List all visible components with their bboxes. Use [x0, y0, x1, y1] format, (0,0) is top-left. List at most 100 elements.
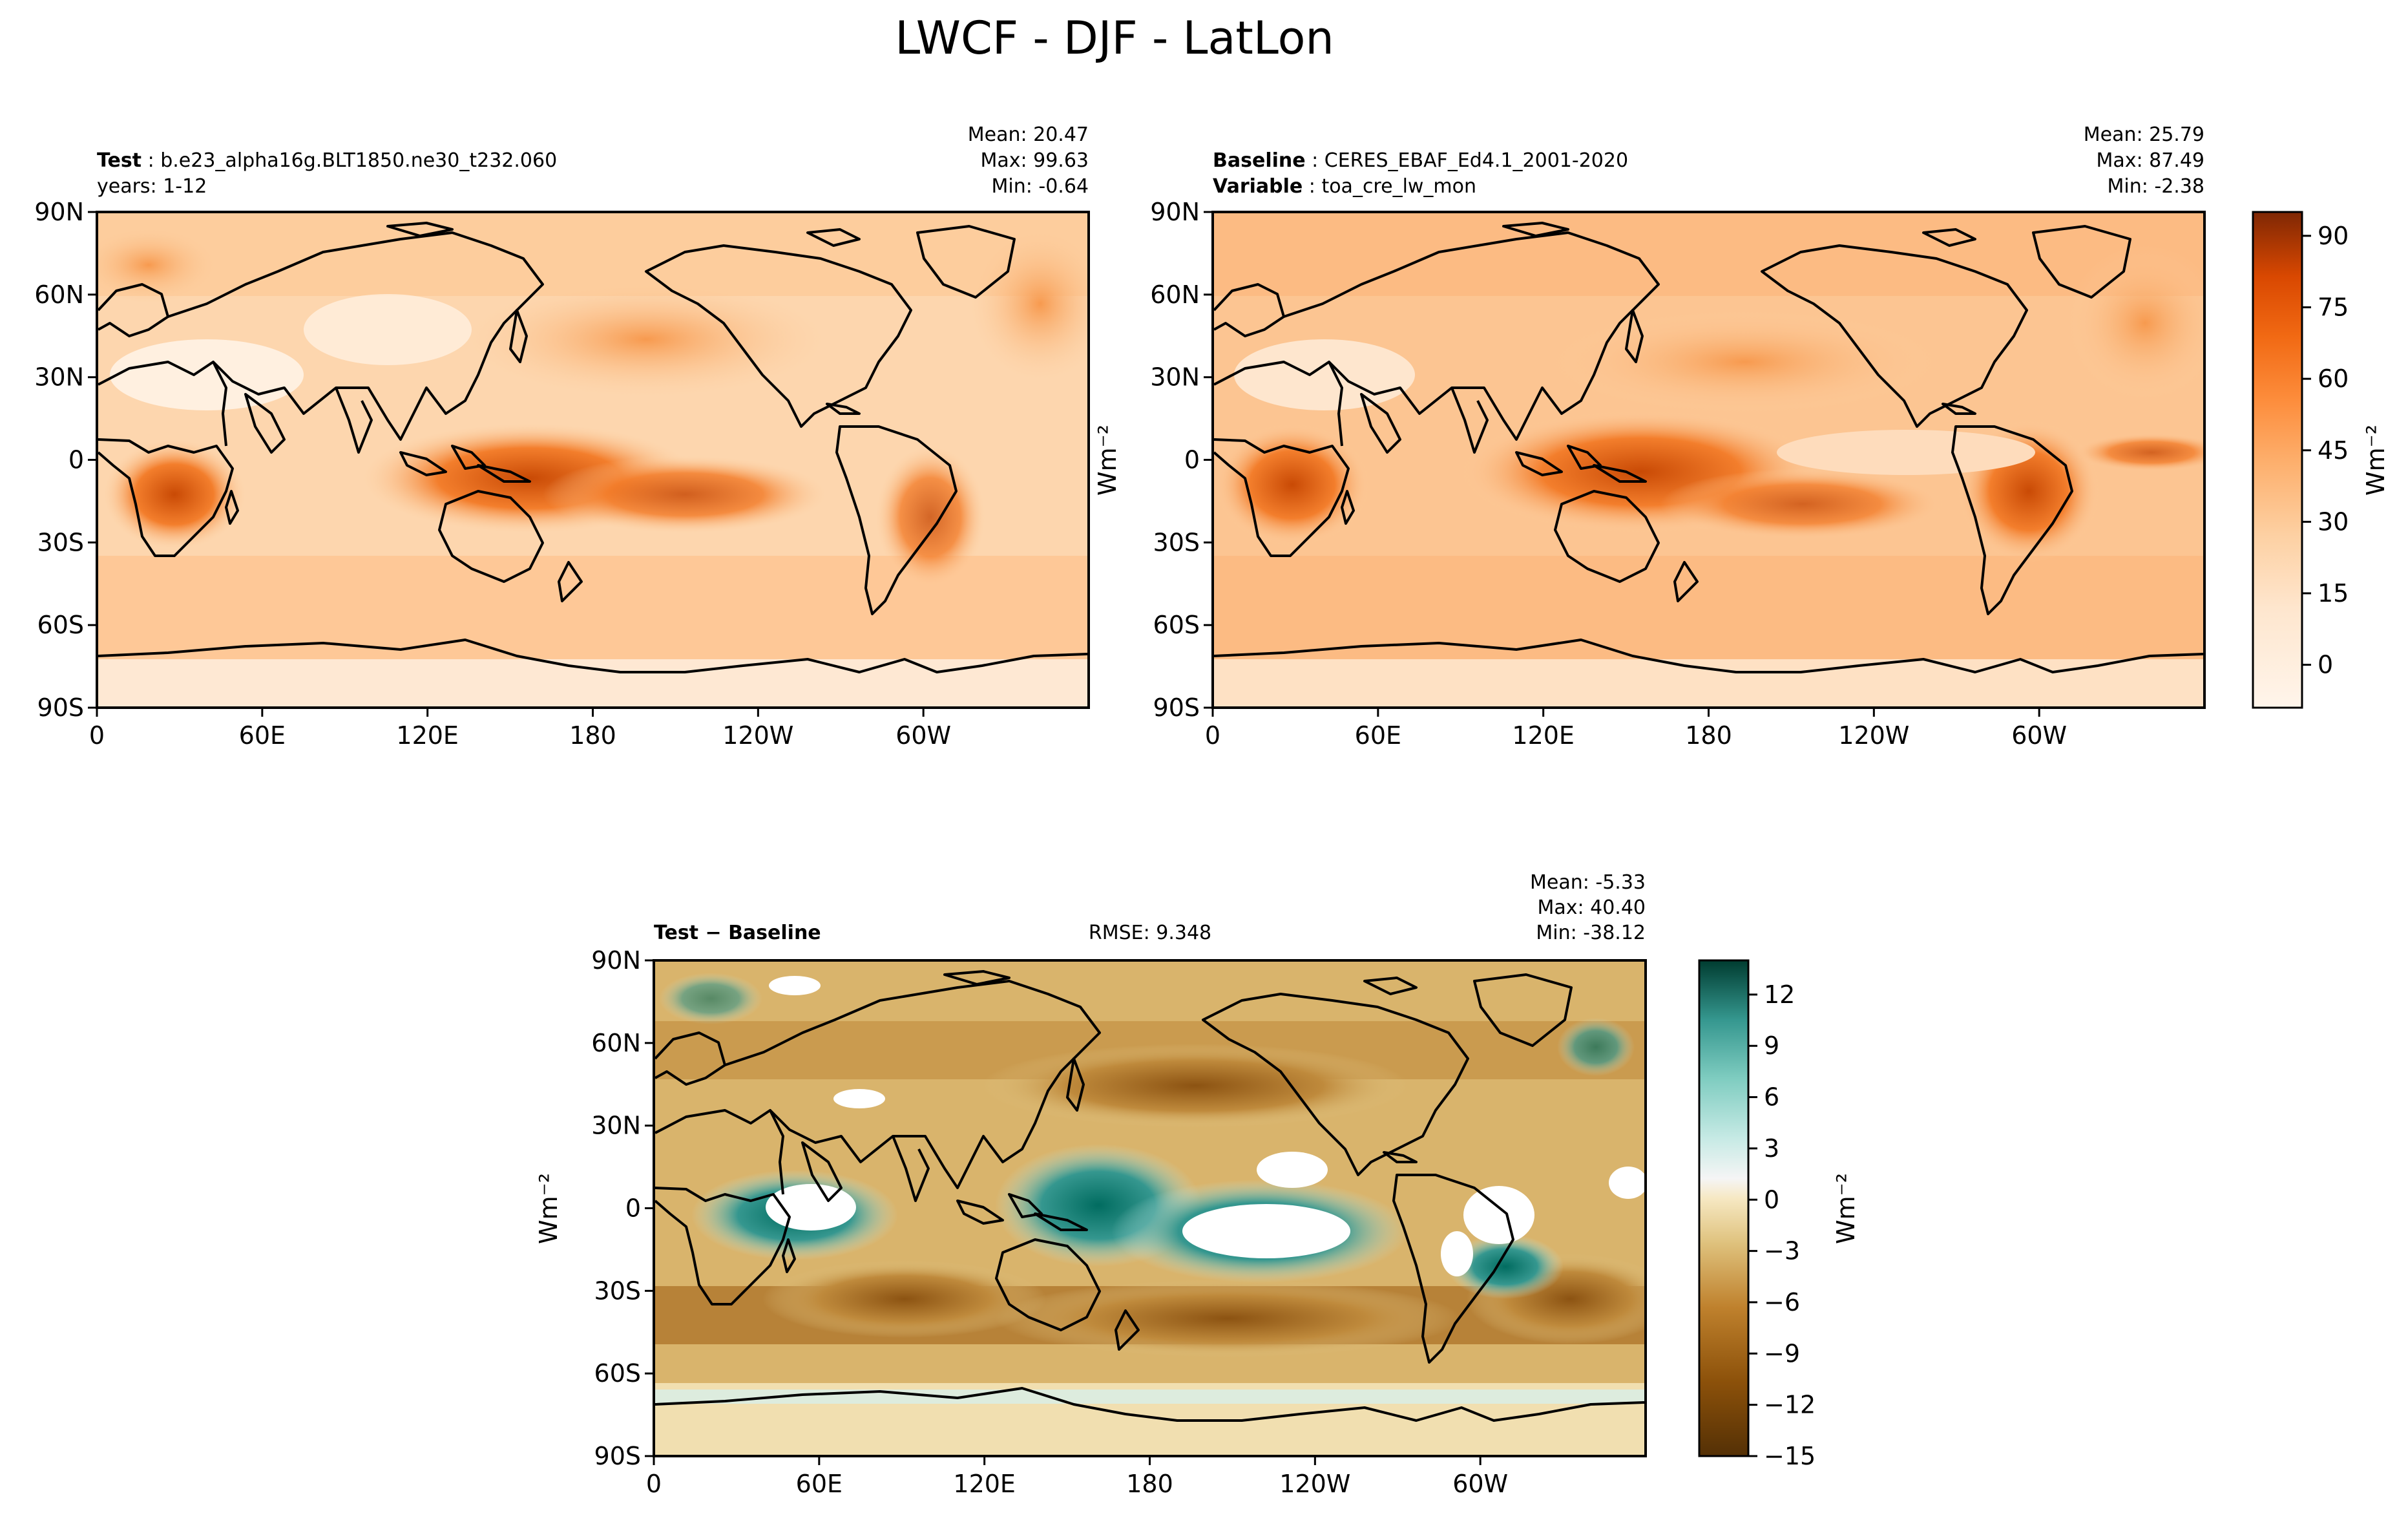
x-tick-label: 120W — [1838, 721, 1909, 750]
baseline-mean: Mean: 25.79 — [2084, 123, 2204, 146]
difference-max: Max: 40.40 — [1537, 896, 1646, 919]
x-tick-label: 0 — [89, 721, 105, 750]
x-tick-label: 180 — [1685, 721, 1732, 750]
y-tick-label: 0 — [1184, 446, 1200, 474]
colorbar-brbg-label: Wm⁻² — [1832, 1173, 1860, 1244]
baseline-label-value: CERES_EBAF_Ed4.1_2001-2020 — [1324, 149, 1628, 172]
colorbar-tick-label: 45 — [2318, 436, 2349, 465]
baseline-ylabel: Wm⁻² — [1093, 425, 1122, 496]
colorbar-brbg-fill — [1699, 960, 1748, 1456]
test-sahara-dry — [110, 339, 304, 410]
colorbar-oranges-ticks: 0 15 30 45 60 75 90 — [2302, 222, 2349, 679]
colorbar-tick-label: −9 — [1764, 1339, 1800, 1368]
y-tick-label: 30S — [594, 1276, 641, 1305]
test-spcz — [543, 456, 827, 533]
figure-title: LWCF - DJF - LatLon — [895, 12, 1334, 65]
test-amazon-max — [875, 446, 985, 588]
test-min: Min: -0.64 — [992, 175, 1089, 198]
difference-brown-indian — [762, 1260, 1047, 1338]
difference-y-ticks: 90N 60N 30N 0 30S 60S 90S — [591, 946, 654, 1470]
test-band-antarctic — [97, 659, 1089, 708]
difference-min: Min: -38.12 — [1536, 922, 1646, 944]
colorbar-tick-label: 0 — [1764, 1185, 1779, 1214]
baseline-east-pacific-dry — [1777, 430, 2035, 475]
difference-white-siberia — [833, 1089, 885, 1108]
x-tick-label: 120E — [953, 1470, 1016, 1498]
colorbar-tick-label: 60 — [2318, 365, 2349, 393]
colorbar-oranges-fill — [2253, 212, 2302, 708]
y-tick-label: 60N — [591, 1029, 641, 1057]
test-north-atlantic — [969, 226, 1089, 381]
difference-teal-brazil — [1447, 1234, 1564, 1299]
colorbar-tick-label: 3 — [1764, 1134, 1779, 1163]
difference-white-amazon — [1463, 1186, 1534, 1244]
test-label-sep: : — [141, 149, 160, 172]
colorbar-tick-label: 30 — [2318, 507, 2349, 536]
variable-label-key: Variable — [1213, 175, 1303, 198]
panel-baseline: Baseline : CERES_EBAF_Ed4.1_2001-2020 Va… — [1093, 123, 2390, 750]
difference-teal-greenland-sea — [659, 973, 762, 1024]
test-years: years: 1-12 — [97, 175, 207, 198]
difference-band-subantarctic — [654, 1390, 1646, 1404]
y-tick-label: 60S — [37, 611, 84, 639]
difference-label-sep: − — [698, 922, 728, 944]
y-tick-label: 90S — [37, 693, 84, 722]
baseline-north-atlantic — [2068, 246, 2204, 401]
colorbar-tick-label: 75 — [2318, 293, 2349, 322]
difference-x-ticks: 0 60E 120E 180 120W 60W — [646, 1456, 1508, 1498]
baseline-label-sep: : — [1306, 149, 1324, 172]
x-tick-label: 0 — [646, 1470, 662, 1498]
colorbar-brbg: −15 −12 −9 −6 −3 0 3 6 9 12 Wm⁻² — [1698, 959, 1860, 1470]
colorbar-tick-label: 9 — [1764, 1031, 1779, 1060]
y-tick-label: 60N — [1150, 280, 1200, 309]
test-iceland — [97, 226, 220, 304]
y-tick-label: 60S — [594, 1359, 641, 1388]
test-north-pacific — [465, 281, 827, 397]
colorbar-tick-label: 15 — [2318, 579, 2349, 608]
colorbar-tick-label: 0 — [2318, 651, 2333, 679]
difference-map — [654, 960, 1646, 1456]
difference-brown-north-pacific — [982, 1044, 1408, 1128]
test-max: Max: 99.63 — [980, 149, 1089, 172]
baseline-itcz-atlantic — [2074, 433, 2204, 472]
test-label-value: b.e23_alpha16g.BLT1850.ne30_t232.060 — [160, 149, 557, 172]
baseline-y-ticks: 90N 60N 30N 0 30S 60S 90S — [1150, 198, 1213, 722]
test-label: Test : b.e23_alpha16g.BLT1850.ne30_t232.… — [97, 149, 557, 172]
test-label-key: Test — [97, 149, 141, 172]
x-tick-label: 60E — [796, 1470, 843, 1498]
y-tick-label: 90N — [1150, 198, 1200, 226]
y-tick-label: 90S — [1153, 693, 1200, 722]
baseline-band-south — [1213, 556, 2204, 659]
x-tick-label: 60E — [1355, 721, 1401, 750]
y-tick-label: 60N — [34, 280, 84, 309]
difference-label-key2: Baseline — [728, 922, 821, 944]
x-tick-label: 120W — [1279, 1470, 1350, 1498]
colorbar-tick-label: −3 — [1764, 1237, 1800, 1265]
test-x-ticks: 0 60E 120E 180 120W 60W — [89, 708, 951, 750]
difference-label: Test − Baseline — [654, 922, 821, 944]
test-mean: Mean: 20.47 — [968, 123, 1089, 146]
colorbar-tick-label: −12 — [1764, 1391, 1816, 1419]
colorbar-tick-label: −6 — [1764, 1288, 1800, 1316]
baseline-north-pacific — [1551, 310, 1938, 414]
difference-white-east-pacific — [1257, 1152, 1328, 1188]
difference-white-amazon-south — [1441, 1231, 1473, 1276]
test-map — [97, 212, 1089, 708]
baseline-sahara-dry — [1234, 339, 1415, 410]
colorbar-brbg-frame — [1698, 959, 1750, 1457]
difference-white-atlantic — [1609, 1167, 1646, 1199]
y-tick-label: 30N — [1150, 363, 1200, 392]
baseline-max: Max: 87.49 — [2096, 149, 2204, 172]
difference-mean: Mean: -5.33 — [1530, 871, 1646, 894]
difference-white-central-pacific — [1182, 1204, 1350, 1258]
difference-brown-south-pacific — [995, 1280, 1460, 1357]
baseline-label-key: Baseline — [1213, 149, 1306, 172]
y-tick-label: 90S — [594, 1442, 641, 1470]
y-tick-label: 30S — [37, 528, 84, 556]
difference-teal-labrador — [1557, 1018, 1635, 1076]
x-tick-label: 0 — [1205, 721, 1220, 750]
panel-difference: Test − Baseline RMSE: 9.348 Mean: -5.33 … — [534, 871, 1860, 1498]
y-tick-label: 0 — [625, 1194, 641, 1223]
colorbar-oranges-label: Wm⁻² — [2361, 425, 2390, 496]
